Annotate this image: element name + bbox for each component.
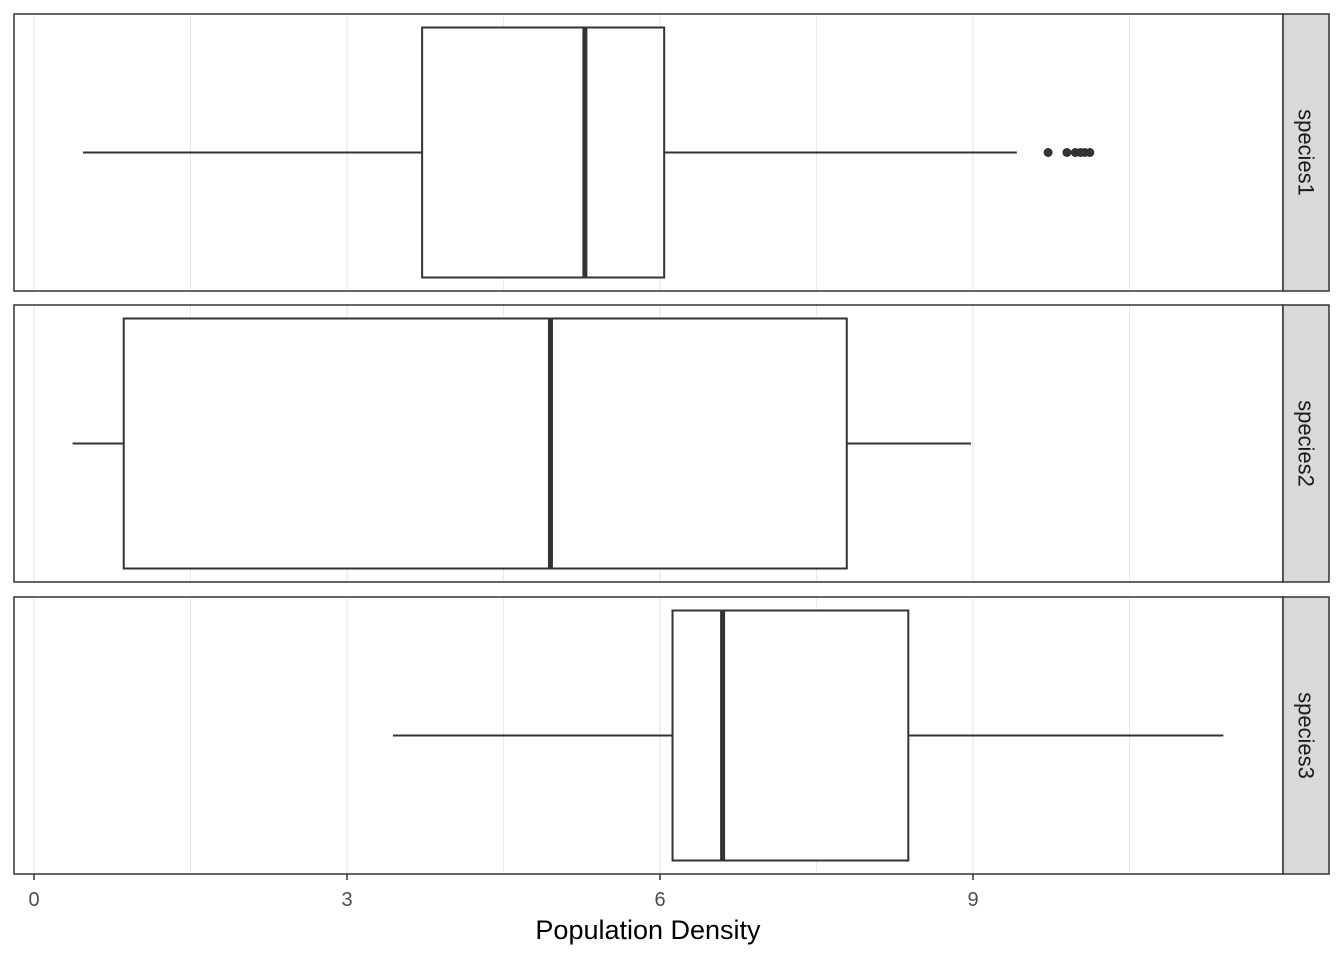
panels-layer: species1 species2 species3 (13, 13, 1330, 875)
box-iqr (671, 609, 910, 862)
x-axis-title: Population Density (535, 915, 761, 945)
box-iqr (421, 26, 666, 279)
outlier-point (1062, 148, 1072, 157)
x-tick-label: 9 (967, 889, 978, 911)
facet-strip (1282, 304, 1330, 583)
x-tick-label: 3 (341, 889, 352, 911)
outlier-point (1085, 148, 1095, 157)
outlier-point (1043, 148, 1053, 157)
panel-species2: species2 (13, 304, 1330, 583)
x-axis: 0 3 6 9 (28, 874, 979, 911)
x-tick-label: 0 (28, 889, 39, 911)
facet-strip-label: species2 (1294, 400, 1319, 487)
facet-strip-label: species3 (1294, 692, 1319, 779)
panel-species3: species3 (13, 596, 1330, 875)
box-iqr (122, 317, 848, 570)
facet-strip (1282, 13, 1330, 292)
panel-species1: species1 (13, 13, 1330, 292)
facet-strip (1282, 596, 1330, 875)
x-tick-label: 6 (654, 889, 665, 911)
facet-strip-label: species1 (1294, 109, 1319, 196)
